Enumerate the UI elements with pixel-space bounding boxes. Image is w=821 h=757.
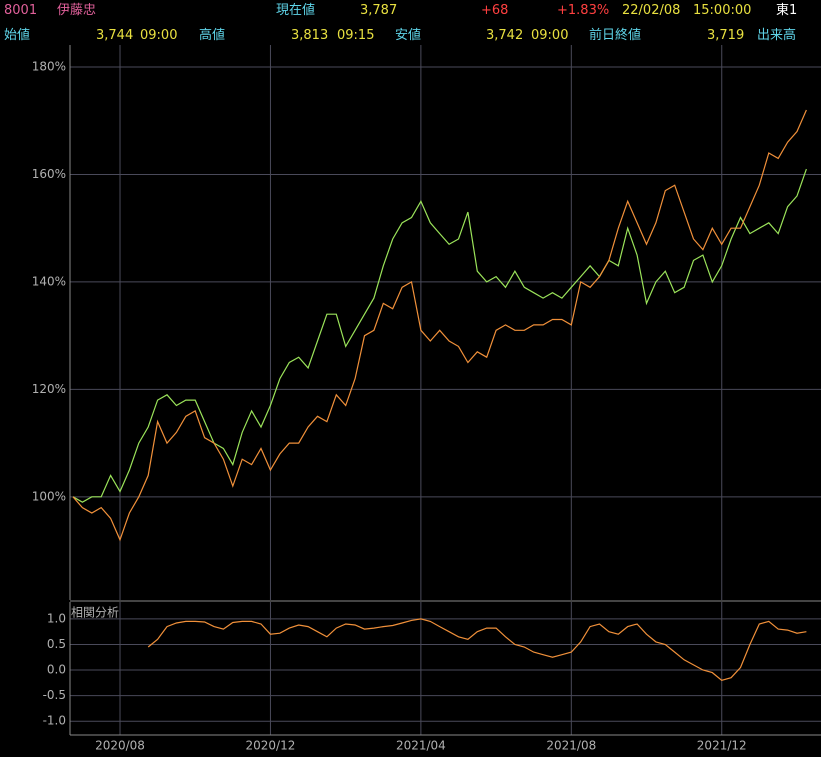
- series-line: [147, 618, 807, 681]
- price: 3,787: [360, 3, 398, 18]
- y-tick-label: 160%: [32, 167, 66, 181]
- y-tick-label: 100%: [32, 489, 66, 503]
- y-tick-label: 1.0: [47, 611, 66, 625]
- change: +68: [481, 3, 509, 18]
- change-pct: +1.83%: [557, 3, 610, 18]
- label: 始値: [4, 28, 31, 43]
- label: 現在値: [276, 3, 316, 18]
- value: 3,719: [707, 28, 745, 43]
- y-tick-label: -0.5: [43, 688, 66, 702]
- x-tick-label: 2020/08: [95, 739, 145, 753]
- y-tick-label: 140%: [32, 274, 66, 288]
- label: 前日終値: [589, 28, 642, 43]
- label: 高値: [199, 28, 226, 43]
- x-tick-label: 2021/08: [546, 739, 596, 753]
- panel-title: 相関分析: [71, 606, 119, 620]
- series-line: [72, 168, 807, 503]
- x-tick-label: 2020/12: [246, 739, 296, 753]
- time: 09:00: [140, 28, 178, 43]
- y-tick-label: 180%: [32, 60, 66, 74]
- time: 09:15: [337, 28, 375, 43]
- x-tick-label: 2021/04: [396, 739, 446, 753]
- market: 東1: [776, 3, 798, 18]
- label: 安値: [395, 28, 422, 43]
- value: 3,742: [486, 28, 524, 43]
- label: 出来高: [757, 28, 797, 43]
- y-tick-label: -1.0: [43, 714, 66, 728]
- value: 3,813: [291, 28, 329, 43]
- value: 3,744: [96, 28, 134, 43]
- y-tick-label: 0.5: [47, 637, 66, 651]
- code: 8001: [4, 3, 38, 18]
- y-tick-label: 120%: [32, 382, 66, 396]
- time: 09:00: [531, 28, 569, 43]
- name: 伊藤忠: [57, 3, 97, 18]
- series-line: [72, 109, 807, 542]
- y-tick-label: 0.0: [47, 663, 66, 677]
- x-tick-label: 2021/12: [697, 739, 747, 753]
- date: 22/02/08: [622, 3, 681, 18]
- time: 15:00:00: [693, 3, 752, 18]
